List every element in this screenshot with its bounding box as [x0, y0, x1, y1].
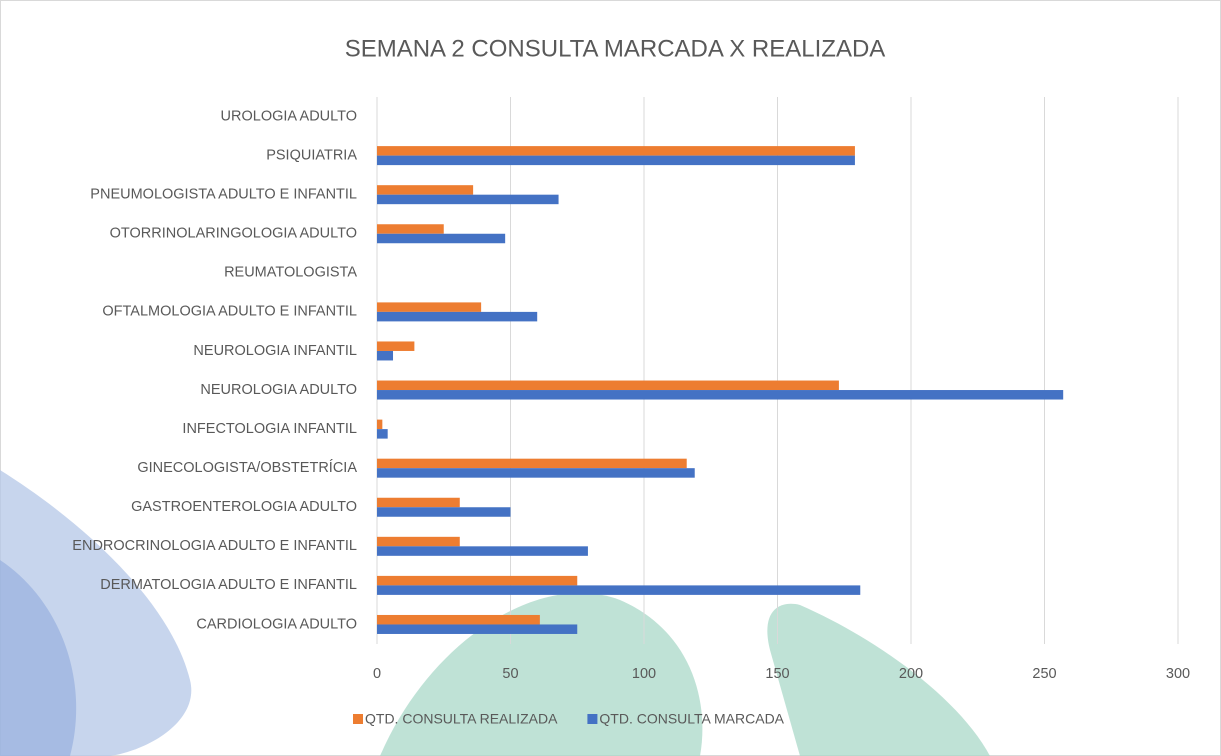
- y-tick-label: PNEUMOLOGISTA ADULTO E INFANTIL: [90, 187, 357, 203]
- y-tick-label: UROLOGIA ADULTO: [221, 108, 357, 124]
- legend-swatch: [587, 714, 597, 724]
- x-tick-label: 300: [1166, 666, 1190, 682]
- bar: [377, 624, 577, 634]
- bar: [377, 498, 460, 508]
- x-tick-label: 50: [502, 666, 518, 682]
- y-tick-label: DERMATOLOGIA ADULTO E INFANTIL: [100, 577, 357, 593]
- y-tick-label: PSIQUIATRIA: [266, 147, 357, 163]
- bar: [377, 576, 577, 586]
- x-tick-label: 250: [1032, 666, 1056, 682]
- legend-label: QTD. CONSULTA MARCADA: [599, 711, 784, 727]
- x-tick-label: 0: [373, 666, 381, 682]
- bar: [377, 234, 505, 244]
- chart: SEMANA 2 CONSULTA MARCADA X REALIZADA 0 5…: [0, 0, 1221, 756]
- bar: [377, 195, 559, 205]
- bar: [377, 156, 855, 166]
- legend-swatch: [353, 714, 363, 724]
- bar: [377, 585, 860, 595]
- y-tick-label: ENDROCRINOLOGIA ADULTO E INFANTIL: [72, 538, 357, 554]
- x-tick-label: 200: [899, 666, 923, 682]
- y-tick-label: REUMATOLOGISTA: [224, 265, 357, 281]
- bar: [377, 546, 588, 556]
- y-tick-label: GASTROENTEROLOGIA ADULTO: [131, 499, 357, 515]
- bar: [377, 429, 388, 439]
- bar: [377, 468, 695, 478]
- bar: [377, 224, 444, 234]
- x-tick-label: 150: [765, 666, 789, 682]
- x-tick-label: 100: [632, 666, 656, 682]
- y-tick-label: CARDIOLOGIA ADULTO: [196, 616, 357, 632]
- bar: [377, 312, 537, 322]
- bar: [377, 381, 839, 391]
- bar: [377, 341, 414, 351]
- bar: [377, 146, 855, 156]
- bar: [377, 537, 460, 547]
- bar: [377, 302, 481, 312]
- bar: [377, 615, 540, 625]
- bar: [377, 507, 511, 517]
- y-tick-label: OTORRINOLARINGOLOGIA ADULTO: [110, 226, 357, 242]
- y-tick-label: NEUROLOGIA INFANTIL: [193, 343, 357, 359]
- bar: [377, 351, 393, 361]
- bar: [377, 420, 382, 430]
- y-tick-label: GINECOLOGISTA/OBSTETRÍCIA: [137, 459, 357, 476]
- chart-title: SEMANA 2 CONSULTA MARCADA X REALIZADA: [345, 35, 886, 62]
- y-tick-label: INFECTOLOGIA INFANTIL: [182, 421, 357, 437]
- y-tick-label: NEUROLOGIA ADULTO: [200, 382, 357, 398]
- legend-label: QTD. CONSULTA REALIZADA: [365, 711, 558, 727]
- bar: [377, 390, 1063, 400]
- y-tick-label: OFTALMOLOGIA ADULTO E INFANTIL: [102, 304, 357, 320]
- bar: [377, 459, 687, 469]
- bar: [377, 185, 473, 195]
